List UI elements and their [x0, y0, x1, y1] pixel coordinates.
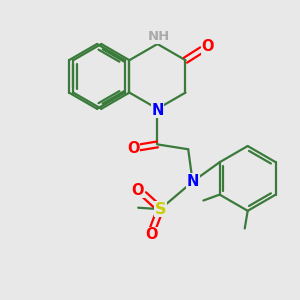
Text: O: O: [131, 182, 144, 197]
Text: N: N: [151, 103, 164, 118]
Text: N: N: [186, 174, 199, 189]
Text: O: O: [201, 39, 214, 54]
Text: O: O: [127, 141, 140, 156]
Text: O: O: [145, 227, 158, 242]
Text: S: S: [154, 202, 166, 217]
Text: NH: NH: [148, 30, 170, 43]
